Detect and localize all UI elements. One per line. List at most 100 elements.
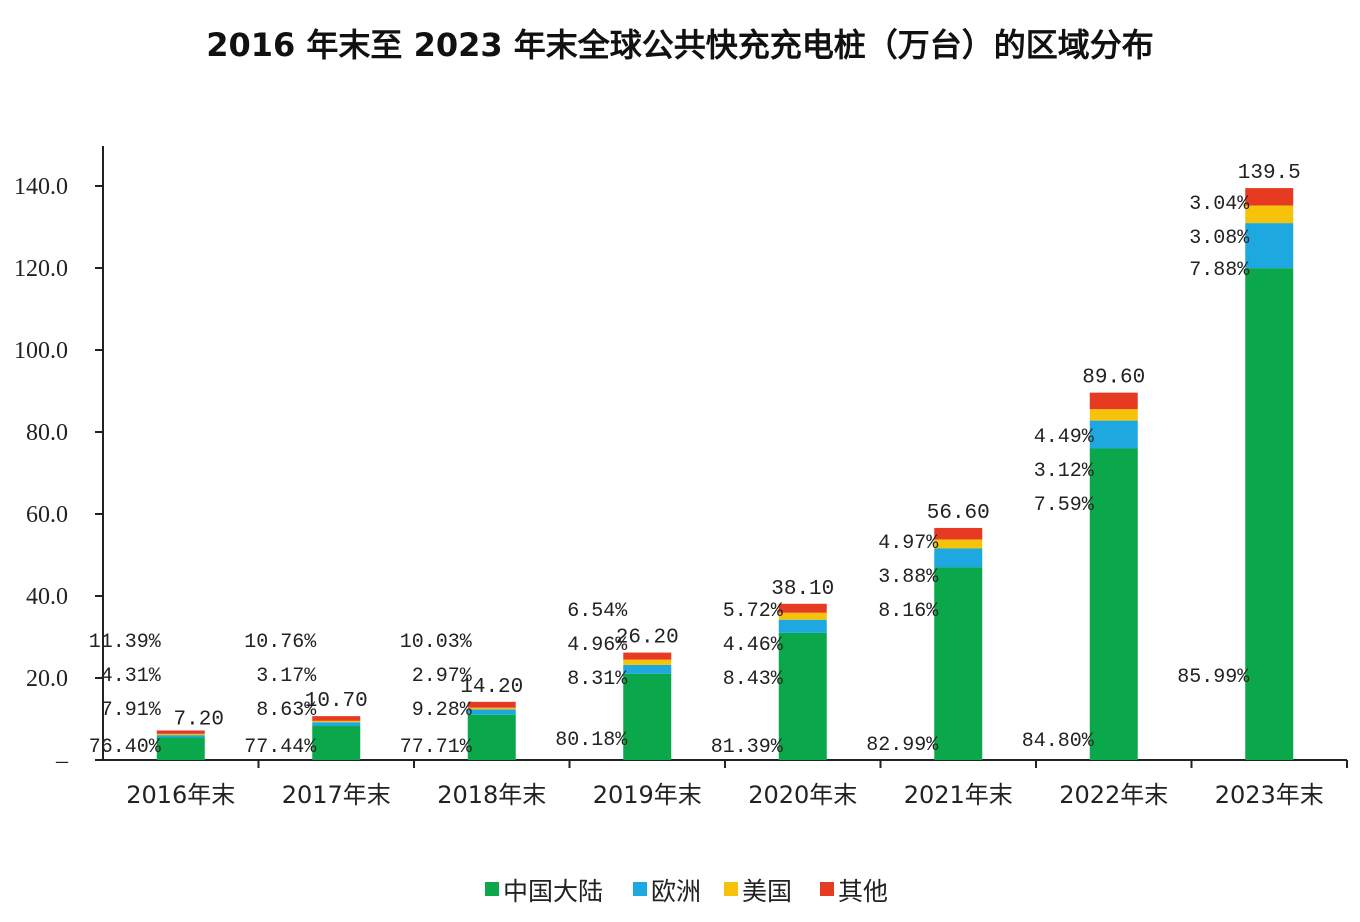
bar-segment <box>467 707 516 710</box>
bar-segment <box>1245 268 1294 760</box>
legend-label: 中国大陆 <box>503 877 603 906</box>
total-label: 139.5 <box>1238 162 1301 185</box>
total-label: 26.20 <box>616 627 679 650</box>
x-tick-label: 2021年末 <box>904 781 1013 809</box>
bar-segment <box>467 714 516 760</box>
percentage-label: 11.39% <box>89 631 162 654</box>
percentage-label: 9.28% <box>412 699 473 722</box>
bar-segment <box>934 567 983 760</box>
legend-swatch <box>485 882 499 896</box>
y-tick-label: 40.0 <box>26 584 68 610</box>
percentage-label: 10.03% <box>400 631 473 654</box>
percentage-label: 7.59% <box>1034 494 1095 517</box>
x-tick-label: 2023年末 <box>1215 781 1324 809</box>
x-tick-label: 2016年末 <box>126 781 235 809</box>
percentage-label: 10.76% <box>244 631 317 654</box>
percentage-label: 80.18% <box>555 729 628 752</box>
bar-segment <box>623 664 672 674</box>
bar-segment <box>1089 420 1138 449</box>
total-label: 38.10 <box>771 578 834 601</box>
bar-segment <box>1089 409 1138 421</box>
bar-stacks <box>156 188 1294 760</box>
total-label: 56.60 <box>927 502 990 525</box>
bar-segment <box>934 548 983 568</box>
percentage-label: 4.46% <box>723 634 784 657</box>
y-tick-label: 140.0 <box>14 174 68 200</box>
legend-swatch <box>633 882 647 896</box>
legend: 中国大陆 欧洲 美国 其他 <box>485 877 888 906</box>
percentage-label: 3.12% <box>1034 460 1095 483</box>
bar-segment <box>1245 223 1294 269</box>
x-tick-label: 2018年末 <box>437 781 546 809</box>
bar-segment <box>778 619 827 633</box>
total-label: 89.60 <box>1082 367 1145 390</box>
bar-segment <box>1245 188 1294 206</box>
percentage-label: 7.91% <box>101 699 162 722</box>
bar-segment <box>1089 392 1138 410</box>
percentage-label: 5.72% <box>723 600 784 623</box>
percentage-label: 76.40% <box>89 736 162 759</box>
percentage-label: 2.97% <box>412 665 473 688</box>
bar-segment <box>312 716 361 721</box>
percentage-label: 6.54% <box>567 600 628 623</box>
y-tick-label: 80.0 <box>26 420 68 446</box>
percentage-label: 4.31% <box>101 665 162 688</box>
percentage-label: 3.04% <box>1189 193 1250 216</box>
percentage-label: 77.44% <box>244 736 317 759</box>
bar-segment <box>156 733 205 736</box>
bar-segment <box>1245 205 1294 224</box>
bar-segment <box>312 722 361 727</box>
y-axis-ticks: 140.0 120.0 100.0 80.0 60.0 40.0 20.0 – <box>14 174 103 774</box>
bar-segment <box>934 539 983 549</box>
bar-segment <box>778 603 827 613</box>
bar-segment <box>156 735 205 738</box>
percentage-label: 4.49% <box>1034 426 1095 449</box>
x-tick-label: 2019年末 <box>593 781 702 809</box>
bar-segment <box>1089 448 1138 760</box>
percentage-label: 8.31% <box>567 668 628 691</box>
bar-segment <box>467 709 516 715</box>
y-tick-label: 20.0 <box>26 666 68 692</box>
percentage-label: 81.39% <box>711 736 784 759</box>
percentage-label: 84.80% <box>1022 730 1095 753</box>
percentage-label: 8.43% <box>723 668 784 691</box>
bar-segment <box>778 612 827 620</box>
bar-segment <box>467 701 516 708</box>
percentage-label: 82.99% <box>866 734 939 757</box>
percentage-label: 77.71% <box>400 736 473 759</box>
total-label: 7.20 <box>174 708 224 731</box>
percentage-label: 4.97% <box>878 532 939 555</box>
y-tick-label: – <box>55 748 69 774</box>
percentage-label: 3.17% <box>256 665 317 688</box>
percentage-label: 85.99% <box>1177 666 1250 689</box>
percentage-label: 7.88% <box>1189 259 1250 282</box>
bar-segment <box>312 726 361 760</box>
legend-label: 美国 <box>742 877 792 906</box>
legend-swatch <box>820 882 834 896</box>
x-tick-label: 2017年末 <box>282 781 391 809</box>
percentage-labels: 76.40%7.91%4.31%11.39%77.44%8.63%3.17%10… <box>89 193 1251 759</box>
percentage-label: 8.63% <box>256 699 317 722</box>
percentage-label: 3.88% <box>878 566 939 589</box>
legend-label: 其他 <box>838 877 888 906</box>
x-tick-label: 2022年末 <box>1059 781 1168 809</box>
total-label: 14.20 <box>460 676 523 699</box>
total-labels: 7.20 10.70 14.20 26.20 38.10 56.60 89.60 139.5 <box>174 162 1301 731</box>
bar-segment <box>156 730 205 734</box>
x-axis-ticks: 2016年末 2017年末 2018年末 2019年末 2020年末 2021年末 2022… <box>126 760 1348 809</box>
percentage-label: 8.16% <box>878 600 939 623</box>
y-tick-label: 60.0 <box>26 502 68 528</box>
percentage-label: 4.96% <box>567 634 628 657</box>
percentage-label: 3.08% <box>1189 227 1250 250</box>
total-label: 10.70 <box>305 690 368 713</box>
y-tick-label: 100.0 <box>14 338 68 364</box>
bar-segment <box>312 720 361 723</box>
bar-segment <box>156 737 205 760</box>
legend-label: 欧洲 <box>651 877 701 906</box>
bar-segment <box>623 673 672 760</box>
bar-segment <box>623 652 672 660</box>
bar-segment <box>623 659 672 665</box>
chart-title: 2016 年末至 2023 年末全球公共快充充电桩（万台）的区域分布 <box>206 26 1154 64</box>
bar-segment <box>778 632 827 760</box>
